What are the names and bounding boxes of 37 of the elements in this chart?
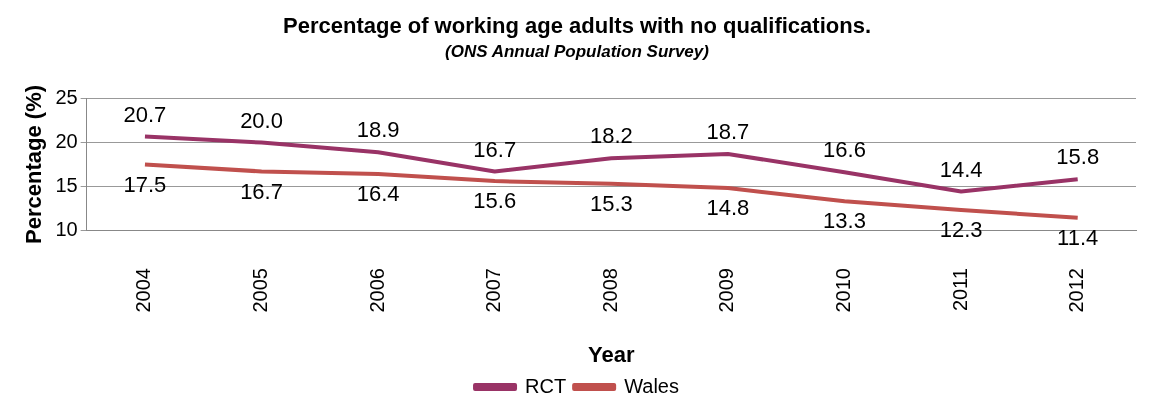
legend-label: RCT bbox=[525, 374, 567, 397]
data-label: 14.4 bbox=[939, 156, 983, 182]
x-axis-title: Year bbox=[588, 341, 635, 367]
data-label: 15.3 bbox=[589, 190, 633, 216]
y-tick-label: 20 bbox=[55, 130, 78, 153]
data-label: 13.3 bbox=[823, 208, 866, 234]
x-tick-label: 2007 bbox=[482, 268, 505, 313]
data-label: 11.4 bbox=[1057, 224, 1099, 250]
x-tick-label: 2006 bbox=[365, 268, 388, 313]
data-label: 14.8 bbox=[706, 195, 750, 221]
data-label: 15.6 bbox=[473, 188, 517, 214]
chart-subtitle: (ONS Annual Population Survey) bbox=[445, 42, 710, 62]
y-tick-label: 10 bbox=[55, 217, 78, 240]
data-label: 12.3 bbox=[939, 217, 983, 243]
data-label: 18.9 bbox=[356, 117, 400, 143]
chart-title: Percentage of working age adults with no qualifications. bbox=[283, 13, 871, 39]
x-tick-label: 2005 bbox=[249, 268, 272, 313]
data-label: 16.7 bbox=[240, 178, 283, 204]
data-label: 16.6 bbox=[823, 137, 866, 163]
data-label: 15.8 bbox=[1056, 144, 1100, 170]
x-tick-label: 2011 bbox=[948, 268, 971, 312]
x-tick-label: 2004 bbox=[132, 268, 155, 313]
legend-label: Wales bbox=[624, 374, 679, 397]
data-label: 18.2 bbox=[589, 123, 633, 149]
x-tick-label: 2010 bbox=[832, 268, 855, 313]
data-label: 20.7 bbox=[123, 101, 167, 127]
data-label: 18.7 bbox=[706, 119, 750, 145]
x-tick-label: 2008 bbox=[598, 268, 621, 313]
data-label: 17.5 bbox=[123, 171, 167, 197]
data-label: 20.0 bbox=[240, 107, 283, 133]
data-label: 16.7 bbox=[473, 136, 517, 162]
data-label: 16.4 bbox=[356, 181, 400, 207]
x-tick-label: 2009 bbox=[715, 268, 738, 313]
y-axis-title: Percentage (%) bbox=[21, 84, 47, 244]
y-tick-label: 25 bbox=[55, 86, 78, 109]
y-tick-label: 15 bbox=[55, 173, 78, 196]
x-tick-label: 2012 bbox=[1065, 268, 1088, 313]
